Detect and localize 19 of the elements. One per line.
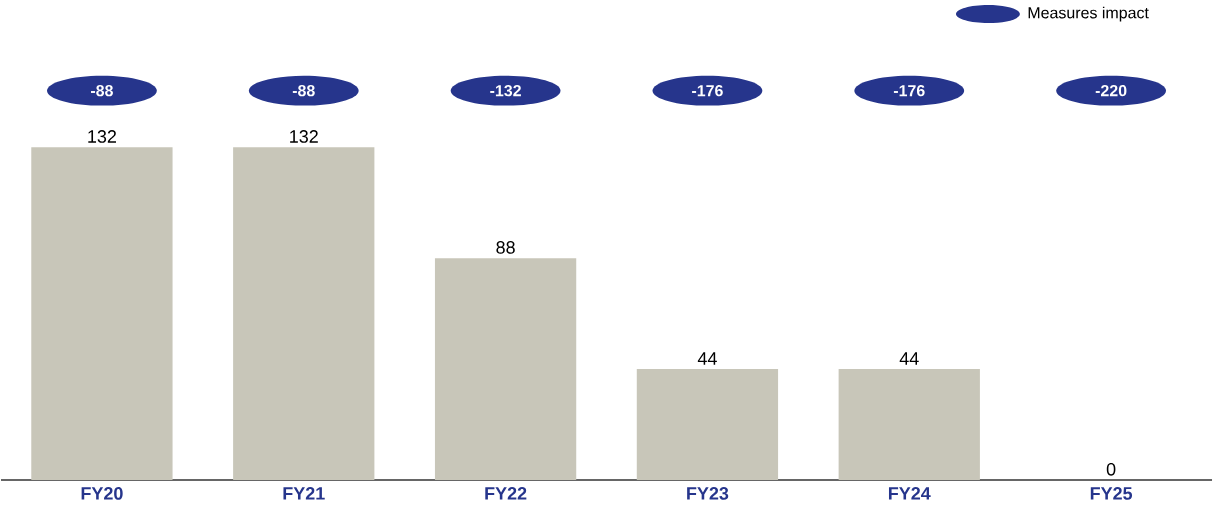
text: -220 bbox=[1095, 84, 1127, 97]
data-label: 44 bbox=[899, 352, 919, 365]
text: -88 bbox=[91, 84, 113, 97]
data-label: 44 bbox=[697, 352, 717, 365]
x-tick-label: FY23 bbox=[687, 486, 729, 500]
data-label: 88 bbox=[496, 240, 515, 254]
data-label: 132 bbox=[88, 129, 116, 143]
x-tick-label: FY22 bbox=[485, 486, 527, 500]
text: -132 bbox=[490, 84, 521, 97]
text: Measures impact bbox=[1028, 6, 1149, 22]
text: -88 bbox=[292, 84, 315, 97]
data-label: 0 bbox=[1106, 462, 1116, 476]
x-tick-label: FY25 bbox=[1090, 486, 1133, 500]
x-tick-label: FY24 bbox=[888, 486, 931, 500]
x-tick-label: FY20 bbox=[81, 486, 123, 500]
text: -176 bbox=[692, 84, 723, 97]
text: -176 bbox=[893, 84, 925, 97]
x-tick-label: FY21 bbox=[283, 486, 325, 500]
data-label: 132 bbox=[290, 129, 318, 143]
